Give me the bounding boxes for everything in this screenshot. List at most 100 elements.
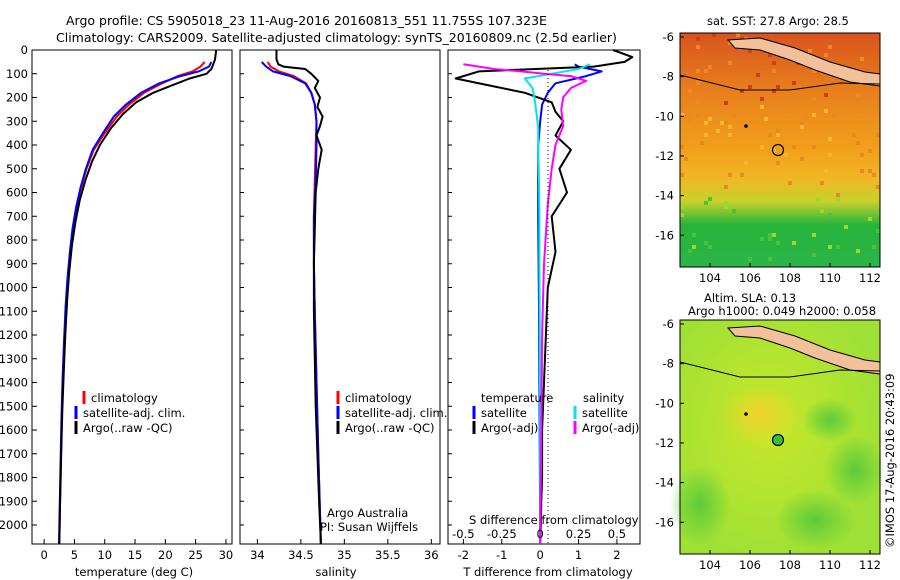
sst-pixel: [856, 249, 860, 253]
sst-pixel: [724, 101, 728, 105]
sst-pixel: [828, 181, 832, 185]
salinity-xaxis: 34 34.5 35 35.5 36: [240, 49, 439, 562]
sst-pixel: [760, 105, 764, 109]
sst-pixel: [836, 245, 840, 249]
ytick-label: 900: [6, 257, 28, 271]
sst-pixel: [764, 117, 768, 121]
sst-pixel: [828, 213, 832, 217]
map-xtick-label: 106: [739, 271, 761, 285]
sst-pixel: [756, 73, 760, 77]
series-line-000000: [275, 50, 324, 545]
sst-pixel: [728, 133, 732, 137]
xtick-label: 0: [40, 548, 47, 562]
sla-low-patch: [802, 398, 858, 442]
sst-pixel: [860, 57, 864, 61]
sst-pixel: [772, 233, 776, 237]
xtick-label: 35.5: [375, 548, 401, 562]
ytick-label: 200: [6, 91, 28, 105]
series-line-000000: [58, 49, 218, 545]
sst-pixel: [740, 89, 744, 93]
sst-pixel: [836, 193, 840, 197]
tdiff-xlabel: T difference from climatology: [462, 565, 633, 579]
ytick-label: 0: [21, 43, 28, 57]
legend-argo: Argo(..raw -QC): [83, 421, 173, 435]
temperature-series: [58, 49, 218, 545]
sst-pixel: [772, 89, 776, 93]
legend-s-argo: Argo(-adj): [582, 421, 639, 435]
sst-pixel: [824, 169, 828, 173]
annotation-pi: PI: Susan Wijffels: [320, 520, 418, 534]
xtick-label: -2: [458, 548, 469, 562]
sla-low-patch: [775, 490, 855, 550]
sst-pixel: [856, 93, 860, 97]
sla-low-patch: [670, 465, 730, 545]
coast-contour: [679, 74, 881, 91]
sst-pixel: [824, 53, 828, 57]
xtick-label: 1: [575, 548, 582, 562]
xtick-label: 35: [337, 548, 352, 562]
sdiff-tick-label: -0.5: [452, 527, 474, 541]
legend-climatology: climatology: [345, 391, 412, 405]
sst-pixel: [724, 185, 728, 189]
sst-pixel: [728, 61, 732, 65]
sst-pixel: [696, 37, 700, 41]
island-marker: [744, 412, 748, 416]
argo-location-marker: [771, 143, 785, 157]
map-ytick-label: -8: [663, 70, 674, 84]
sst-pixel: [800, 157, 804, 161]
sst-pixel: [784, 105, 788, 109]
sla-high-patch: [720, 385, 800, 445]
sst-pixel: [680, 145, 684, 149]
sst-pixel: [720, 121, 724, 125]
salinity-legend: climatology satellite-adj. clim. Argo(..…: [320, 391, 447, 534]
sst-pixel: [696, 113, 700, 117]
sdiff-xlabel: S difference from climatology: [469, 513, 639, 527]
sst-pixel: [772, 61, 776, 65]
sst-pixel: [776, 161, 780, 165]
sst-pixel: [876, 177, 880, 181]
ytick-label: 1100: [0, 304, 28, 318]
sst-pixel: [732, 209, 736, 213]
title-line-2: Climatology: CARS2009. Satellite-adjuste…: [56, 30, 617, 45]
sst-pixel: [788, 109, 792, 113]
xtick-label: 25: [188, 548, 203, 562]
xtick-label: 0: [536, 548, 543, 562]
sst-pixel: [812, 69, 816, 73]
sst-pixel: [828, 153, 832, 157]
sst-pixel: [788, 181, 792, 185]
sst-pixel: [812, 145, 816, 149]
xtick-label: 2: [613, 548, 620, 562]
sst-pixel: [876, 229, 880, 233]
depth-axis: 0 100 200 300 400 500 600 700 800 900 1000 1100 1200…: [0, 43, 37, 532]
sst-pixel: [744, 161, 748, 165]
sst-pixel: [820, 181, 824, 185]
sst-pixel: [792, 145, 796, 149]
sst-pixel: [868, 149, 872, 153]
sst-pixel: [728, 125, 732, 129]
sst-pixel: [680, 173, 684, 177]
sst-pixel: [684, 105, 688, 109]
sst-pixel: [692, 233, 696, 237]
sst-pixel: [748, 49, 752, 53]
sst-pixel: [716, 129, 720, 133]
sst-pixel: [876, 185, 880, 189]
temperature-xaxis: 0 5 10 15 20 25 30: [40, 539, 233, 562]
sst-pixel: [688, 117, 692, 121]
sst-pixel: [868, 105, 872, 109]
sst-pixel: [812, 253, 816, 257]
sst-pixel: [696, 81, 700, 85]
sdiff-tick-label: -0.25: [487, 527, 517, 541]
sst-pixel: [812, 113, 816, 117]
sst-pixel: [824, 109, 828, 113]
ytick-label: 600: [6, 186, 28, 200]
sst-pixel: [768, 237, 772, 241]
salinity-axes: [239, 49, 441, 545]
legend-satellite: satellite-adj. clim.: [83, 406, 185, 420]
xtick-label: 36: [424, 548, 439, 562]
sst-frame: [679, 32, 881, 268]
map-xtick-label: 104: [699, 271, 721, 285]
ytick-label: 500: [6, 162, 28, 176]
map-ytick-label: -8: [663, 357, 674, 371]
sla-frame: [679, 319, 881, 555]
sst-pixel: [776, 241, 780, 245]
